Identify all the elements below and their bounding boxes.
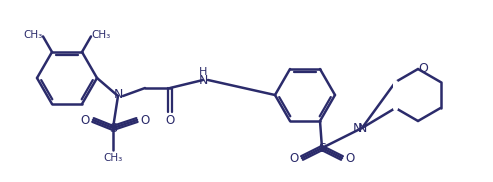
Text: H: H <box>199 67 207 77</box>
Text: O: O <box>289 151 299 165</box>
Text: CH₃: CH₃ <box>91 30 110 40</box>
Text: O: O <box>80 114 90 126</box>
Text: O: O <box>165 114 175 126</box>
Text: S: S <box>318 141 326 155</box>
Text: S: S <box>109 122 117 134</box>
Text: N: N <box>198 74 208 86</box>
Text: O: O <box>346 151 354 165</box>
Text: CH₃: CH₃ <box>104 153 123 163</box>
Text: O: O <box>141 114 149 126</box>
Text: CH₃: CH₃ <box>23 30 42 40</box>
Text: O: O <box>418 62 428 76</box>
Text: N: N <box>352 122 362 134</box>
Text: N: N <box>113 88 123 100</box>
Text: N: N <box>357 122 367 134</box>
